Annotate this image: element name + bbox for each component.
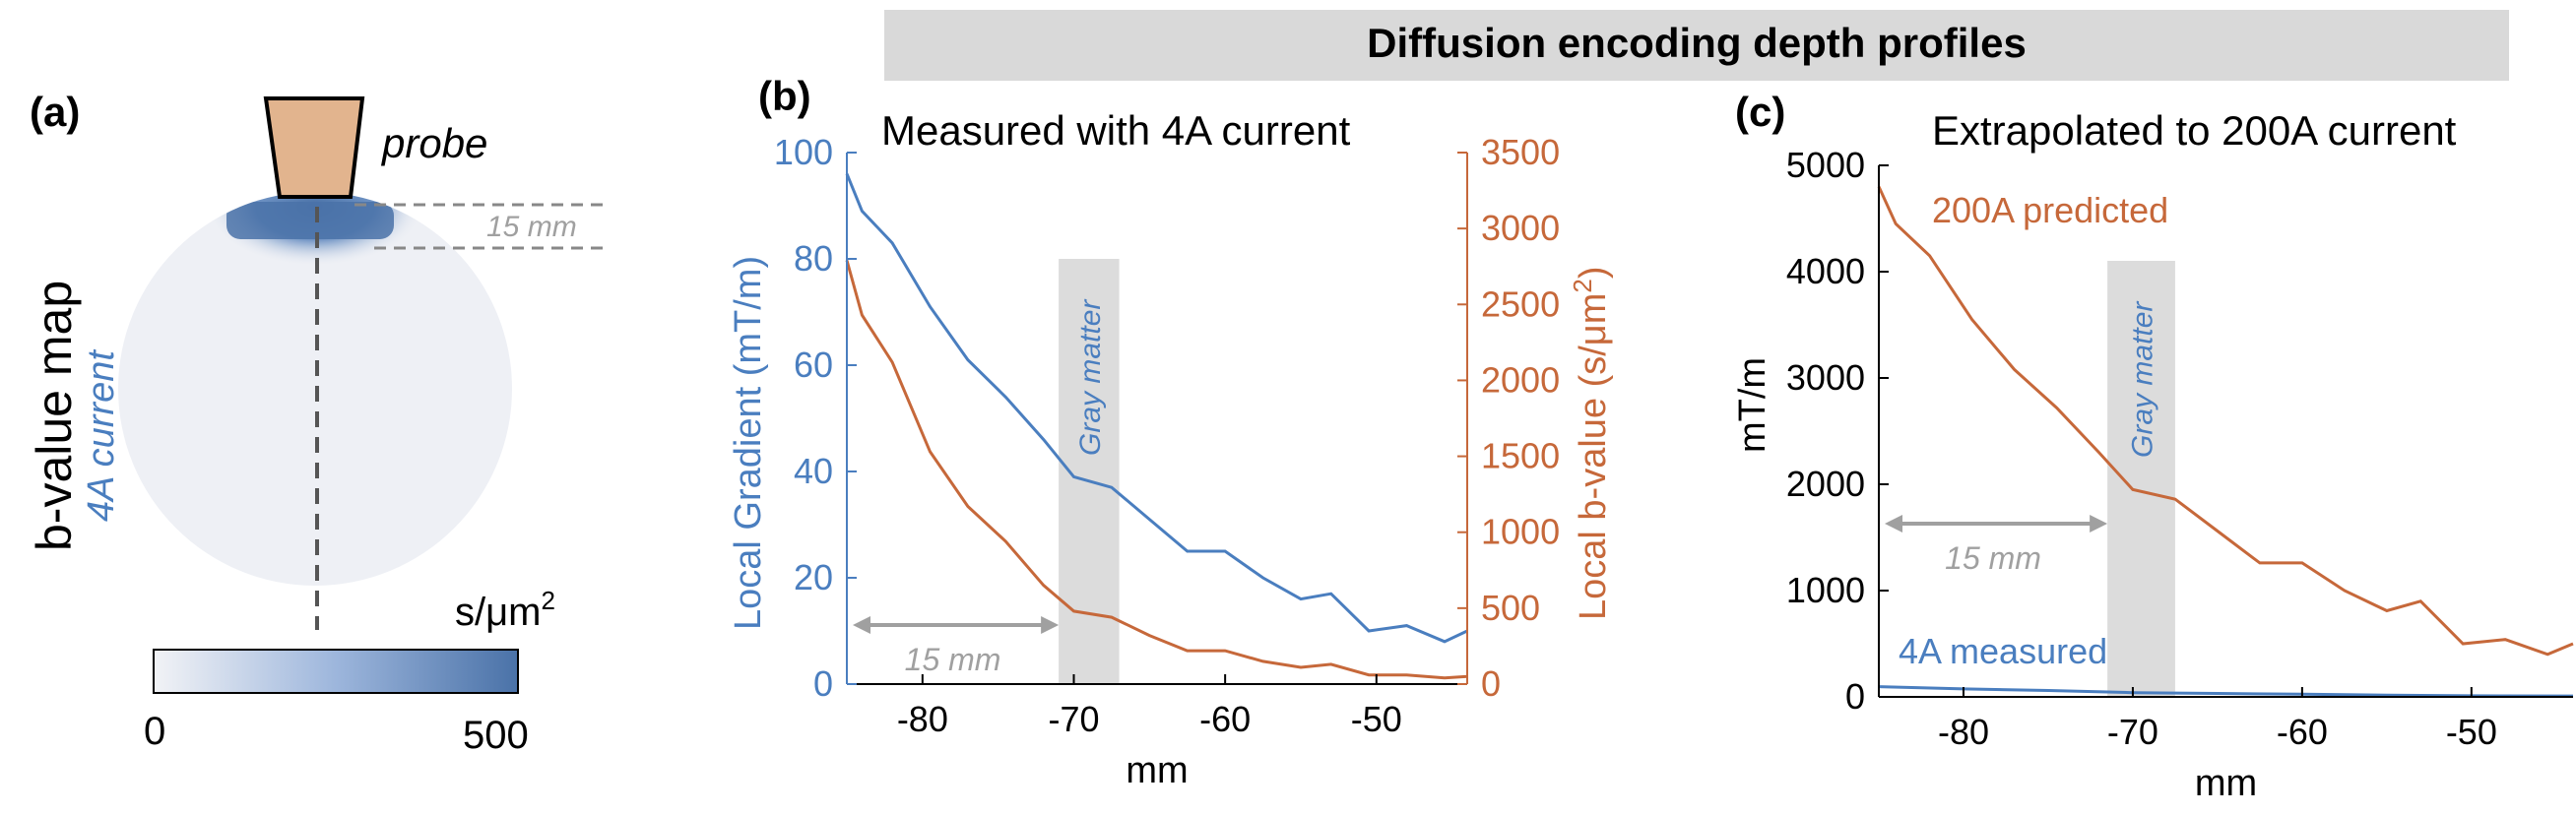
x-tick-label: -70	[2107, 712, 2158, 752]
y-tick-label-left: 3000	[1786, 357, 1865, 398]
series-line-local-gradient	[845, 173, 1468, 644]
distance-arrow-head-right	[1041, 616, 1060, 634]
colorbar-max-label: 500	[463, 714, 529, 757]
colorbar	[153, 649, 519, 694]
chart-c: Gray matter 15 mm -80 -70 -60 -50 mm 0 1000 2000 3…	[1732, 145, 2574, 804]
probe-icon	[263, 96, 365, 199]
x-axis-label: mm	[2195, 763, 2257, 804]
y-tick-label-right: 500	[1481, 588, 1540, 628]
distance-arrow-label: 15 mm	[905, 642, 1001, 677]
series-label-4a-measured: 4A measured	[1899, 631, 2107, 671]
panel-c: (c) Extrapolated to 200A current Gray ma…	[1732, 89, 2574, 804]
banner-title: Diffusion encoding depth profiles	[1367, 20, 2027, 66]
current-subtitle: 4A current	[81, 349, 122, 522]
gray-matter-label: Gray matter	[1074, 299, 1107, 456]
y-tick-label-left: 5000	[1786, 145, 1865, 185]
colorbar-unit-text: s/μm	[455, 591, 541, 634]
y-tick-label-left: 0	[1845, 676, 1865, 717]
y-tick-label-left: 2000	[1786, 464, 1865, 504]
y-tick-label-right: 3500	[1481, 132, 1560, 172]
gray-matter-band	[2107, 261, 2175, 697]
y-tick-label-right: 2000	[1481, 359, 1560, 400]
y-tick-label-left: 40	[794, 451, 833, 491]
y-tick-label-left: 100	[774, 132, 833, 172]
series-label-200a-predicted: 200A predicted	[1932, 190, 2168, 230]
y-tick-label-left: 4000	[1786, 251, 1865, 291]
panel-b-title: Measured with 4A current	[881, 107, 1351, 154]
y-tick-label-right: 3000	[1481, 208, 1560, 248]
distance-arrow-head-left	[853, 616, 870, 634]
x-axis-label: mm	[1126, 750, 1188, 791]
x-tick-label: -50	[1351, 699, 1402, 739]
panel-b-label: (b)	[758, 73, 811, 119]
y-tick-label-left: 0	[813, 663, 833, 704]
x-tick-label: -50	[2446, 712, 2497, 752]
distance-arrow-label: 15 mm	[1945, 540, 2041, 576]
distance-arrow-head-left	[1885, 515, 1902, 533]
probe-label: probe	[380, 120, 487, 166]
x-tick-label: -60	[1199, 699, 1251, 739]
distance-label: 15 mm	[486, 211, 577, 243]
panel-c-title: Extrapolated to 200A current	[1932, 107, 2457, 154]
x-tick-label: -80	[1938, 712, 1989, 752]
panel-b: (b) Measured with 4A current Gray matter…	[728, 73, 1614, 791]
banner-bar	[884, 10, 2509, 81]
y-axis-label-right: Local b-value (s/μm2)	[1568, 267, 1614, 620]
b-value-hotspot-core	[226, 202, 394, 239]
colorbar-unit-sup: 2	[541, 586, 554, 615]
y-tick-label-left: 60	[794, 345, 833, 385]
y-axis-label-right-sup: 2	[1568, 279, 1597, 292]
series-line-local-b-value	[845, 260, 1468, 680]
series-line-200a-predicted	[1877, 185, 2574, 657]
y-tick-label-right: 1500	[1481, 436, 1560, 476]
colorbar-min-label: 0	[144, 710, 165, 753]
distance-arrow-head-right	[2090, 515, 2108, 533]
panel-c-label: (c)	[1735, 89, 1785, 135]
y-tick-label-right: 2500	[1481, 283, 1560, 324]
y-axis-label-right-close: )	[1573, 267, 1614, 280]
colorbar-unit: s/μm2	[455, 586, 555, 634]
series-line-4a-measured	[1878, 685, 2574, 698]
panel-a-label: (a)	[30, 89, 80, 135]
x-tick-label: -60	[2277, 712, 2328, 752]
b-value-map-title: b-value map	[27, 281, 82, 551]
y-tick-label-right: 0	[1481, 663, 1501, 704]
y-axis-label: mT/m	[1732, 357, 1773, 453]
y-tick-label-left: 80	[794, 238, 833, 279]
x-tick-label: -80	[897, 699, 948, 739]
gray-matter-label: Gray matter	[2127, 301, 2159, 458]
y-tick-label-left: 20	[794, 557, 833, 597]
y-tick-label-right: 1000	[1481, 512, 1560, 552]
panel-a: (a) b-value map 4A current probe	[27, 89, 609, 757]
x-tick-label: -70	[1048, 699, 1099, 739]
y-axis-label-left: Local Gradient (mT/m)	[728, 256, 769, 630]
y-tick-label-left: 1000	[1786, 570, 1865, 610]
